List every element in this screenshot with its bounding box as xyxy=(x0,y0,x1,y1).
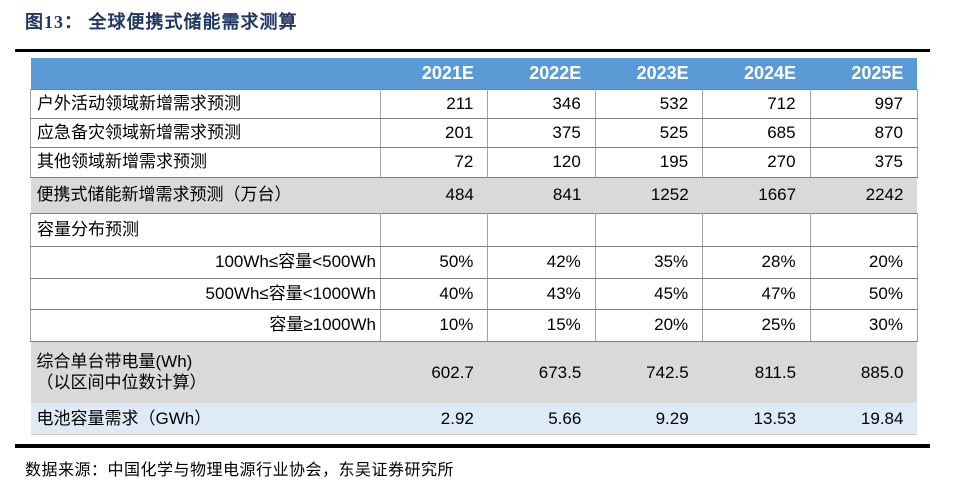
row-label: 综合单台带电量(Wh) （以区间中位数计算） xyxy=(30,341,381,403)
cell-value: 870 xyxy=(809,117,918,148)
table-row: 容量≥1000Wh 10% 15% 20% 25% 30% xyxy=(30,308,918,342)
cell-value: 50% xyxy=(379,245,489,279)
row-label: 便携式储能新增需求预测（万台） xyxy=(30,177,381,213)
cell-value: 2.92 xyxy=(380,403,488,435)
cell-value: 10% xyxy=(379,308,489,342)
year-column-header: 2021E xyxy=(380,58,488,89)
cell-value: 1667 xyxy=(702,177,811,213)
cell-value: 195 xyxy=(594,146,704,178)
table-row: 应急备灾领域新增需求预测 201 375 525 685 870 xyxy=(30,117,918,148)
cell-value: 25% xyxy=(702,308,811,342)
cell-value: 28% xyxy=(702,245,811,279)
title-divider xyxy=(15,49,930,52)
cell-value xyxy=(809,212,918,247)
row-label: 其他领域新增需求预测 xyxy=(30,146,381,178)
cell-value: 35% xyxy=(594,245,704,279)
year-column-header: 2025E xyxy=(810,58,918,89)
cell-value: 120 xyxy=(487,146,596,178)
row-label: 户外活动领域新增需求预测 xyxy=(30,88,381,119)
cell-value: 885.0 xyxy=(810,341,918,403)
table-row: 其他领域新增需求预测 72 120 195 270 375 xyxy=(30,146,918,178)
cell-value: 72 xyxy=(379,146,489,178)
cell-value: 45% xyxy=(594,277,704,310)
year-column-header: 2022E xyxy=(487,58,596,89)
table-row: 容量分布预测 xyxy=(30,212,918,247)
cell-value: 211 xyxy=(379,88,489,119)
cell-value: 30% xyxy=(809,308,918,342)
cell-value: 997 xyxy=(809,88,918,119)
cell-value xyxy=(702,212,811,247)
cell-value: 375 xyxy=(809,146,918,178)
row-label: 500Wh≤容量<1000Wh xyxy=(30,277,381,310)
cell-value: 40% xyxy=(379,277,489,310)
report-figure: 图13： 全球便携式储能需求测算 2021E 2022E 2023E 2024E 202… xyxy=(0,8,974,480)
cell-value: 47% xyxy=(702,277,811,310)
cell-value: 484 xyxy=(380,177,488,213)
cell-value: 270 xyxy=(702,146,811,178)
row-label: 100Wh≤容量<500Wh xyxy=(30,245,381,279)
year-column-header: 2023E xyxy=(595,58,703,89)
table-row: 综合单台带电量(Wh) （以区间中位数计算） 602.7 673.5 742.5 811… xyxy=(30,341,918,403)
cell-value: 841 xyxy=(487,177,596,213)
cell-value xyxy=(379,212,489,247)
cell-value: 712 xyxy=(702,88,811,119)
cell-value: 742.5 xyxy=(595,341,703,403)
cell-value: 42% xyxy=(487,245,596,279)
table-row: 户外活动领域新增需求预测 211 346 532 712 997 xyxy=(30,88,918,119)
cell-value: 5.66 xyxy=(487,403,596,435)
row-label: 电池容量需求（GWh） xyxy=(30,403,381,435)
row-label: 容量≥1000Wh xyxy=(30,308,381,342)
table-row: 便携式储能新增需求预测（万台） 484 841 1252 1667 2242 xyxy=(30,177,918,213)
table-row: 电池容量需求（GWh） 2.92 5.66 9.29 13.53 19.84 xyxy=(30,403,918,435)
cell-value: 685 xyxy=(702,117,811,148)
cell-value: 43% xyxy=(487,277,596,310)
cell-value: 13.53 xyxy=(702,403,811,435)
cell-value: 811.5 xyxy=(702,341,811,403)
cell-value: 375 xyxy=(487,117,596,148)
source-divider xyxy=(15,443,930,448)
demand-forecast-table: 2021E 2022E 2023E 2024E 2025E 户外活动领域新增需求预测 21… xyxy=(30,58,918,435)
cell-value: 2242 xyxy=(810,177,918,213)
cell-value: 19.84 xyxy=(810,403,918,435)
cell-value xyxy=(594,212,704,247)
cell-value: 9.29 xyxy=(595,403,703,435)
cell-value: 50% xyxy=(809,277,918,310)
cell-value: 673.5 xyxy=(487,341,596,403)
figure-title: 图13： 全球便携式储能需求测算 xyxy=(25,12,298,32)
table-body: 户外活动领域新增需求预测 211 346 532 712 997 应急备灾领域新增需求预测 2… xyxy=(30,88,918,435)
label-column-header xyxy=(30,58,381,89)
cell-value: 532 xyxy=(594,88,704,119)
cell-value xyxy=(487,212,596,247)
table-row: 100Wh≤容量<500Wh 50% 42% 35% 28% 20% xyxy=(30,245,918,279)
cell-value: 602.7 xyxy=(380,341,488,403)
data-source: 数据来源：中国化学与物理电源行业协会，东吴证券研究所 xyxy=(25,461,455,479)
row-label: 容量分布预测 xyxy=(30,212,381,247)
cell-value: 1252 xyxy=(595,177,703,213)
cell-value: 20% xyxy=(809,245,918,279)
table-row: 500Wh≤容量<1000Wh 40% 43% 45% 47% 50% xyxy=(30,277,918,310)
cell-value: 201 xyxy=(379,117,489,148)
cell-value: 20% xyxy=(594,308,704,342)
year-column-header: 2024E xyxy=(702,58,811,89)
cell-value: 525 xyxy=(594,117,704,148)
row-label: 应急备灾领域新增需求预测 xyxy=(30,117,381,148)
table-header-row: 2021E 2022E 2023E 2024E 2025E xyxy=(30,58,918,89)
cell-value: 15% xyxy=(487,308,596,342)
cell-value: 346 xyxy=(487,88,596,119)
